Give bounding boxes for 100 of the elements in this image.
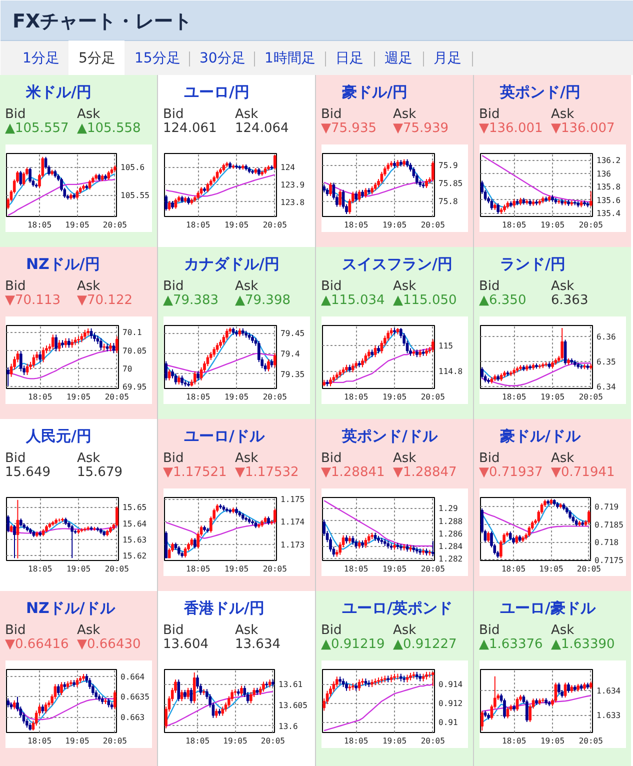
text: ▲105.557 xyxy=(5,120,69,137)
text: 124.061 xyxy=(163,120,217,137)
y-tick-label: 123.9 xyxy=(280,180,305,190)
y-tick-label: 13.61 xyxy=(278,680,303,690)
y-tick-label: 0.6635 xyxy=(120,692,150,702)
chart-title: 英ポンド/ドル xyxy=(342,427,438,446)
line-series xyxy=(324,684,434,732)
candlestick xyxy=(267,358,270,372)
y-tick-label: 124 xyxy=(280,163,296,172)
candlestick xyxy=(358,189,361,202)
candlestick xyxy=(567,682,570,694)
line-series xyxy=(7,178,116,216)
text: Ask xyxy=(393,450,416,466)
x-tick-label: 19:05 xyxy=(224,220,249,230)
candlestick xyxy=(114,690,116,710)
text: ▼75.939 xyxy=(393,120,448,137)
candlestick xyxy=(90,328,93,340)
x-tick-label: 18:05 xyxy=(186,220,210,230)
y-tick-label: 75.8 xyxy=(438,197,458,206)
text: ▼0.71941 xyxy=(551,464,615,481)
text: Bid xyxy=(479,106,500,122)
candlestick xyxy=(164,194,168,212)
x-tick-label: 19:05 xyxy=(65,736,90,746)
candlestick xyxy=(32,354,36,368)
text: Bid xyxy=(163,450,184,466)
y-tick-label: 70 xyxy=(122,364,132,374)
candlestick xyxy=(193,370,196,385)
candlestick xyxy=(180,689,184,702)
x-tick-label: 20:05 xyxy=(578,220,604,230)
x-tick-label: 20:05 xyxy=(578,736,604,746)
y-tick-label: 6.34 xyxy=(596,382,616,392)
x-tick-label: 19:05 xyxy=(65,220,90,230)
text: Bid xyxy=(163,622,184,638)
candlestick xyxy=(214,708,218,718)
candlestick xyxy=(374,345,377,358)
y-tick-label: 0.663 xyxy=(120,713,145,722)
y-tick-label: 105.55 xyxy=(120,191,150,200)
candlestick xyxy=(112,342,116,354)
candlestick xyxy=(70,524,74,559)
y-tick-label: 69.95 xyxy=(122,382,147,392)
y-tick-label: 75.85 xyxy=(438,179,463,188)
candlestick xyxy=(364,188,368,198)
text: Ask xyxy=(551,278,574,294)
y-tick-label: 136 xyxy=(596,169,612,178)
chart-title: 豪ドル/円 xyxy=(342,83,408,102)
text: ▲115.034 xyxy=(321,292,385,309)
x-tick-label: 19:05 xyxy=(540,220,565,230)
candlestick xyxy=(67,338,70,348)
line-series xyxy=(7,170,116,207)
candlestick xyxy=(431,671,434,687)
text: 15分足 xyxy=(134,50,180,66)
x-tick-label: 20:05 xyxy=(104,392,130,402)
text: ▼1.28841 xyxy=(321,464,385,481)
y-tick-label: 79.4 xyxy=(280,350,300,359)
x-tick-label: 19:05 xyxy=(66,392,91,402)
text: ▲0.91227 xyxy=(393,636,457,653)
candlestick xyxy=(345,680,348,692)
chart-title: スイスフラン/円 xyxy=(342,255,452,274)
y-tick-label: 1.174 xyxy=(280,518,305,527)
x-tick-label: 18:05 xyxy=(344,736,368,746)
y-tick-label: 15.63 xyxy=(122,536,147,544)
candlestick xyxy=(221,706,224,716)
candlestick xyxy=(386,330,390,342)
candlestick xyxy=(83,329,86,340)
chart-title: NZドル/円 xyxy=(26,255,100,274)
x-tick-label: 20:05 xyxy=(260,736,286,746)
line-series xyxy=(482,362,592,386)
line-series xyxy=(324,521,434,553)
text: Bid xyxy=(163,278,184,294)
candlestick xyxy=(180,374,184,386)
x-tick-label: 19:05 xyxy=(382,392,407,402)
x-tick-label: 19:05 xyxy=(539,564,564,574)
text: Bid xyxy=(321,450,342,466)
candlestick xyxy=(557,682,560,694)
text: Ask xyxy=(393,622,416,638)
candlestick xyxy=(225,328,228,340)
x-tick-label: 19:05 xyxy=(382,564,407,574)
chart-title: 英ポンド/円 xyxy=(500,83,580,102)
text: ▼136.007 xyxy=(551,120,615,137)
line-series xyxy=(482,182,592,208)
x-tick-label: 18:05 xyxy=(186,392,210,402)
x-tick-label: 19:05 xyxy=(224,564,249,574)
candlestick xyxy=(6,366,10,386)
text: 15.679 xyxy=(77,464,122,481)
line-series xyxy=(8,520,118,534)
y-tick-label: 0.914 xyxy=(438,680,463,690)
x-tick-label: 19:05 xyxy=(223,736,248,746)
candlestick xyxy=(58,340,61,352)
y-tick-label: 0.912 xyxy=(438,699,463,708)
x-tick-label: 18:05 xyxy=(344,220,368,230)
text: ▼1.28847 xyxy=(393,464,457,481)
x-tick-label: 20:05 xyxy=(420,736,446,746)
x-tick-label: 20:05 xyxy=(420,564,446,574)
candlestick xyxy=(174,372,178,385)
candlestick xyxy=(177,679,180,702)
y-tick-label: 1.282 xyxy=(438,554,463,564)
x-tick-label: 20:05 xyxy=(102,736,128,746)
candlestick xyxy=(431,540,434,557)
candlestick xyxy=(273,508,276,524)
candlestick xyxy=(240,685,243,696)
